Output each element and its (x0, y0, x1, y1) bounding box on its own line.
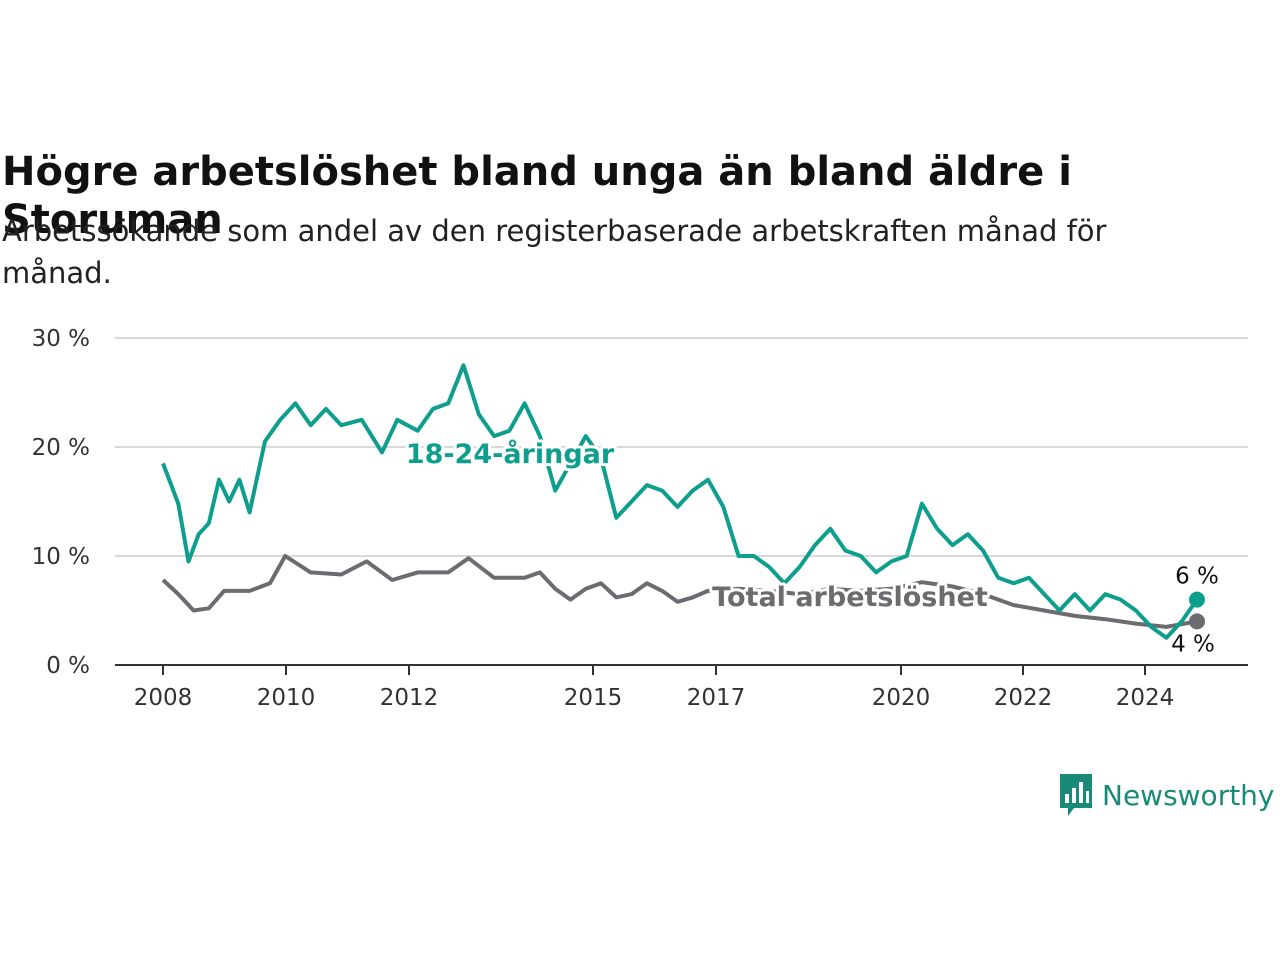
y-tick-label: 0 % (46, 653, 90, 679)
x-tick-label: 2022 (994, 685, 1053, 711)
x-tick-label: 2017 (687, 685, 746, 711)
chart-subtitle: Arbetssökande som andel av den registerb… (2, 214, 1107, 290)
end-label-youth: 6 % (1175, 564, 1219, 590)
gridlines (115, 337, 1248, 666)
y-axis: 0 % 10 % 20 % 30 % (32, 326, 90, 679)
newsworthy-logo-icon (1060, 774, 1092, 816)
y-tick-label: 30 % (32, 326, 90, 352)
end-point-total (1189, 613, 1205, 630)
series-lines (161, 363, 1205, 640)
x-tick-label: 2008 (134, 685, 193, 711)
y-tick-label: 10 % (32, 544, 90, 570)
x-tick-label: 2020 (872, 685, 931, 711)
line-chart: 0 % 10 % 20 % 30 % 2008 2010 2012 2015 2017 2020… (32, 326, 1248, 711)
x-tick-label: 2010 (257, 685, 316, 711)
brand-name: Newsworthy (1102, 778, 1275, 812)
series-label-total: Total arbetslöshet (712, 582, 988, 613)
series-line-total (161, 554, 1198, 629)
x-axis: 2008 2010 2012 2015 2017 2020 2022 2024 (134, 665, 1175, 711)
newsworthy-brand: Newsworthy (1058, 770, 1275, 820)
x-tick-label: 2024 (1116, 685, 1175, 711)
series-line-youth (161, 363, 1199, 640)
x-tick-label: 2015 (564, 685, 623, 711)
end-label-total: 4 % (1171, 631, 1215, 657)
end-point-youth (1189, 591, 1205, 608)
x-tick-label: 2012 (380, 685, 439, 711)
chart-title: Högre arbetslöshet bland unga än bland ä… (2, 149, 1072, 243)
series-label-youth: 18-24-åringar (406, 438, 615, 470)
y-tick-label: 20 % (32, 435, 90, 461)
series-labels: 18-24-åringar Total arbetslöshet 6 % 4 % (403, 435, 1219, 657)
